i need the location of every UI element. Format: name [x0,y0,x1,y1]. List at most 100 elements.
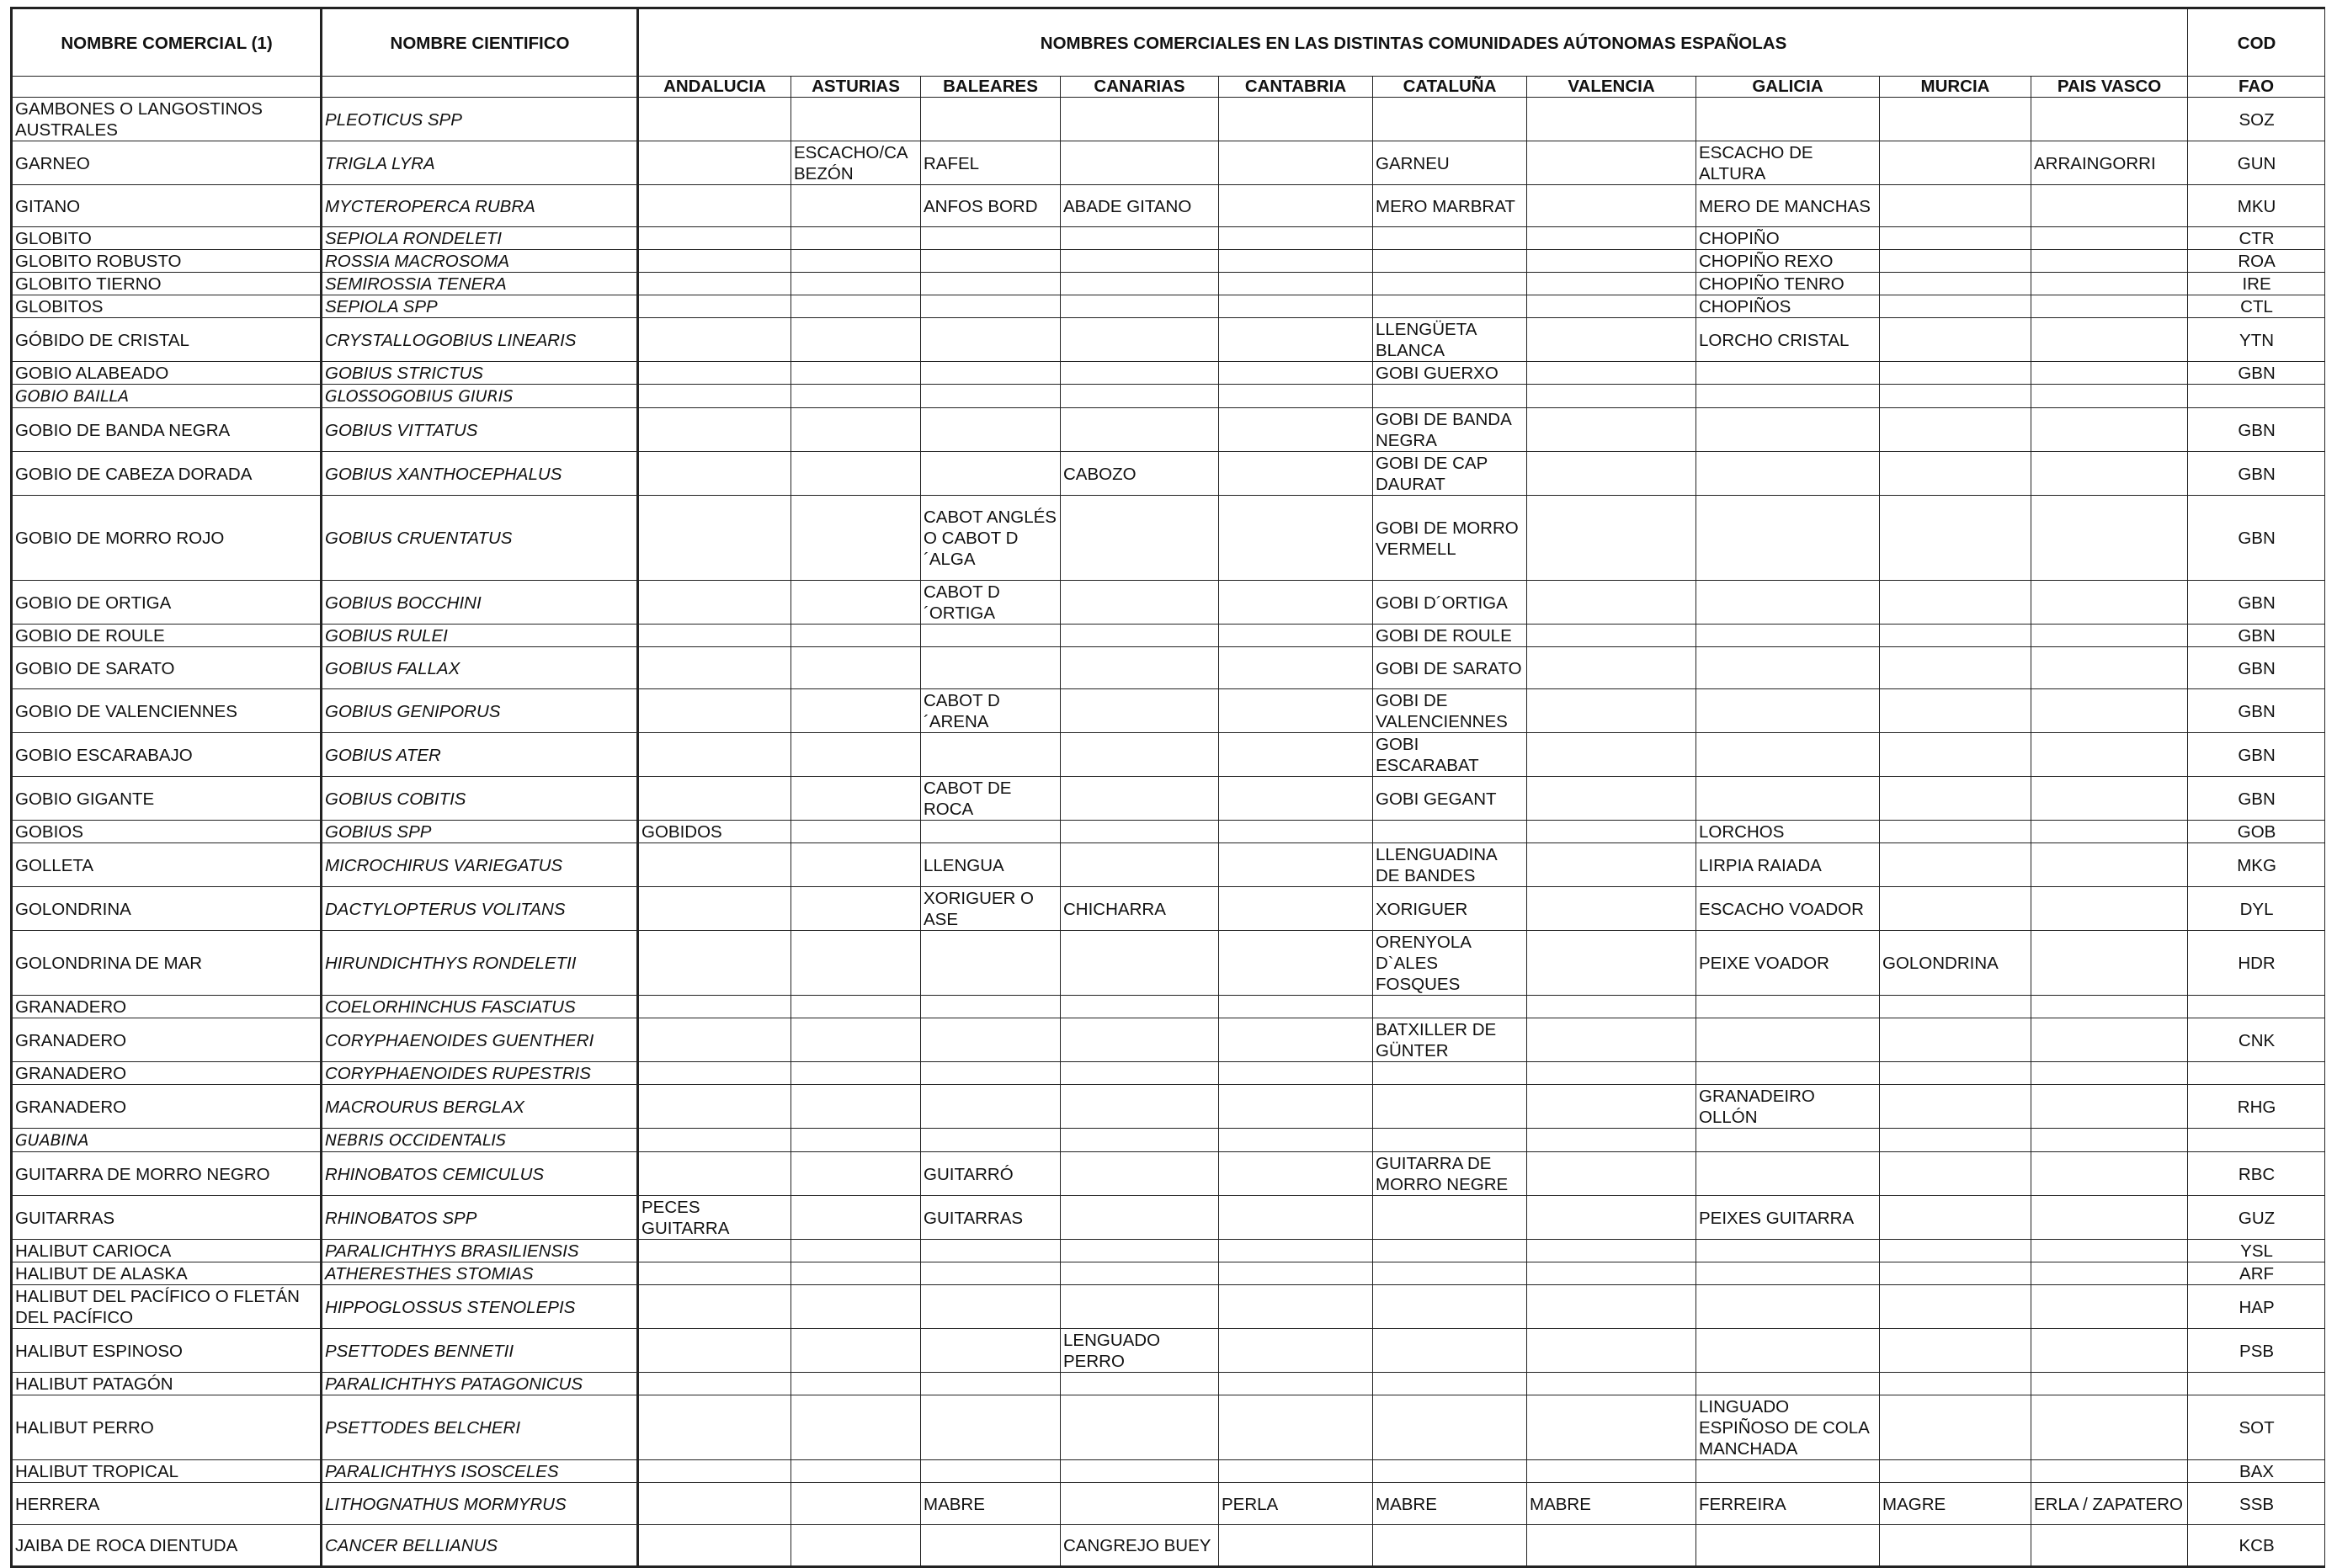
cell-nombre-comercial: GOBIO DE BANDA NEGRA [10,407,322,452]
cell-region-cantabria [1218,361,1373,385]
cell-region-valencia [1526,495,1696,581]
cell-region-canarias [1060,1018,1219,1062]
cell-region-pais-vasco [2030,1061,2189,1085]
table-row: GOLONDRINA DE MAR HIRUNDICHTHYS RONDELETI… [10,930,2326,996]
cell-region-valencia [1526,1459,1696,1483]
table-row: HALIBUT PATAGÓN PARALICHTHYS PATAGONICUS [10,1372,2326,1395]
cell-region-galicia: LORCHOS [1696,820,1880,843]
table-row: GUITARRAS RHINOBATOS SPP PECES GUITARRA GUI… [10,1195,2326,1240]
cell-region-galicia: CHOPIÑO [1696,226,1880,250]
table-row: GÓBIDO DE CRISTAL CRYSTALLOGOBIUS LINEARI… [10,317,2326,362]
cell-region-valencia [1526,97,1696,141]
cell-region-andalucia [637,646,791,689]
cell-region-asturias [791,1239,921,1262]
table-row: HERRERA LITHOGNATHUS MORMYRUS MABRE PERLA MA… [10,1482,2326,1525]
cell-nombre-comercial: GITANO [10,184,322,227]
header-region-asturias: ASTURIAS [791,76,921,98]
cell-nombre-comercial: GOBIO DE VALENCIENNES [10,688,322,733]
table-row: GAMBONES O LANGOSTINOS AUSTRALES PLEOTICU… [10,97,2326,141]
cell-region-galicia [1696,580,1880,625]
cell-region-canarias [1060,141,1219,185]
cell-region-andalucia [637,1524,791,1568]
cell-region-galicia [1696,1524,1880,1568]
cell-region-andalucia: GOBIDOS [637,820,791,843]
cell-region-asturias [791,272,921,295]
cell-region-andalucia [637,886,791,931]
cell-region-pais-vasco [2030,776,2189,821]
cell-cod-fao: GBN [2187,580,2326,625]
cell-region-asturias [791,1524,921,1568]
cell-nombre-comercial: GOLLETA [10,842,322,887]
table-row: GOBIO DE CABEZA DORADA GOBIUS XANTHOCEPHA… [10,451,2326,496]
cell-region-galicia [1696,776,1880,821]
cell-region-canarias [1060,820,1219,843]
table-row: GRANADERO CORYPHAENOIDES RUPESTRIS [10,1061,2326,1085]
cell-region-galicia [1696,646,1880,689]
cell-region-galicia: LORCHO CRISTAL [1696,317,1880,362]
cell-region-baleares [920,1459,1061,1483]
cell-nombre-comercial: GOBIO ESCARABAJO [10,732,322,777]
header-blank-cell [10,76,322,98]
cell-region-galicia: FERREIRA [1696,1482,1880,1525]
cell-cod-fao: YSL [2187,1239,2326,1262]
cell-nombre-cientifico: GOBIUS BOCCHINI [321,580,639,625]
cell-region-cataluna: GUITARRA DE MORRO NEGRE [1372,1151,1527,1196]
cell-region-canarias [1060,646,1219,689]
cell-nombre-comercial: HALIBUT PERRO [10,1395,322,1460]
cell-nombre-cientifico: RHINOBATOS CEMICULUS [321,1151,639,1196]
cell-region-baleares [920,820,1061,843]
cell-region-murcia [1879,624,2031,647]
cell-cod-fao: GOB [2187,820,2326,843]
cell-cod-fao: GBN [2187,646,2326,689]
cell-region-galicia [1696,624,1880,647]
cell-region-asturias [791,580,921,625]
cell-region-valencia [1526,361,1696,385]
cell-region-cataluna: BATXILLER DE GÜNTER [1372,1018,1527,1062]
cell-cod-fao: GUZ [2187,1195,2326,1240]
table-row: GOBIO GIGANTE GOBIUS COBITIS CABOT DE ROCA… [10,776,2326,821]
cell-region-galicia [1696,995,1880,1018]
cell-region-asturias [791,1284,921,1329]
cell-region-asturias [791,1128,921,1152]
cell-region-cataluna [1372,272,1527,295]
cell-region-baleares [920,1061,1061,1085]
cell-region-valencia [1526,1262,1696,1285]
cell-region-cataluna [1372,226,1527,250]
cell-nombre-cientifico: TRIGLA LYRA [321,141,639,185]
table-row: GUITARRA DE MORRO NEGRO RHINOBATOS CEMICU… [10,1151,2326,1196]
cell-region-baleares [920,317,1061,362]
cell-region-cataluna: GOBI D´ORTIGA [1372,580,1527,625]
table-row: HALIBUT PERRO PSETTODES BELCHERI LINGUADO … [10,1395,2326,1460]
cell-region-murcia [1879,226,2031,250]
cell-nombre-cientifico: PARALICHTHYS BRASILIENSIS [321,1239,639,1262]
header-blank-cell [321,76,639,98]
cell-region-pais-vasco [2030,1459,2189,1483]
cell-region-cataluna: GARNEU [1372,141,1527,185]
cell-region-asturias [791,1195,921,1240]
cell-region-baleares [920,97,1061,141]
cell-region-cantabria [1218,317,1373,362]
cell-region-asturias [791,930,921,996]
cell-region-baleares [920,1284,1061,1329]
cell-region-cantabria [1218,451,1373,496]
cell-nombre-cientifico: SEMIROSSIA TENERA [321,272,639,295]
cell-region-cantabria [1218,1061,1373,1085]
cell-nombre-cientifico: HIRUNDICHTHYS RONDELETII [321,930,639,996]
cell-region-andalucia [637,226,791,250]
cell-region-cataluna: MABRE [1372,1482,1527,1525]
cell-region-cataluna: GOBI DE MORRO VERMELL [1372,495,1527,581]
cell-nombre-cientifico: CRYSTALLOGOBIUS LINEARIS [321,317,639,362]
cell-nombre-comercial: GUITARRA DE MORRO NEGRO [10,1151,322,1196]
cell-region-cataluna [1372,1459,1527,1483]
cell-region-cataluna: LLENGUADINA DE BANDES [1372,842,1527,887]
cell-nombre-cientifico: GOBIUS STRICTUS [321,361,639,385]
cell-cod-fao: GUN [2187,141,2326,185]
cell-region-baleares [920,1262,1061,1285]
cell-region-murcia [1879,97,2031,141]
cell-region-canarias [1060,1061,1219,1085]
cell-region-pais-vasco [2030,495,2189,581]
header-nombre-cientifico: NOMBRE CIENTIFICO [321,7,639,77]
cell-region-galicia: LIRPIA RAIADA [1696,842,1880,887]
cell-region-baleares [920,272,1061,295]
cell-region-asturias [791,732,921,777]
